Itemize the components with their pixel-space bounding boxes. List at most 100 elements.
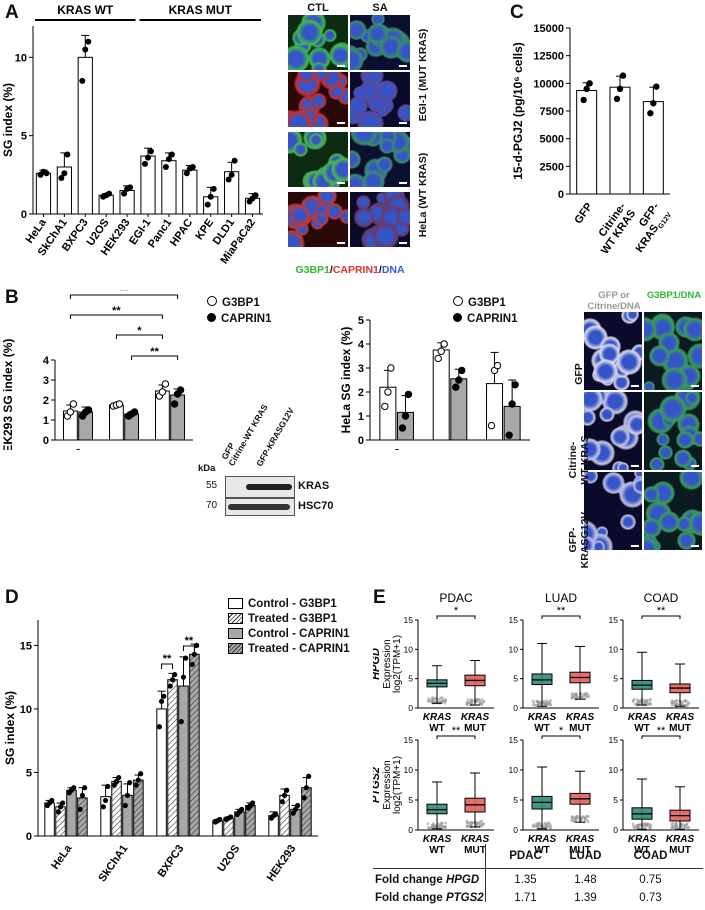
micro-b-citrine-col1: [584, 392, 642, 470]
data-point: [191, 651, 198, 657]
significance-label: **: [112, 305, 121, 317]
micro-b-citrine-col2: [644, 392, 702, 470]
data-point: [127, 780, 133, 786]
bar: [77, 797, 88, 837]
y-tick-label: 5: [513, 674, 518, 684]
y-tick-label: 5: [513, 795, 518, 805]
jitter-point: [570, 691, 574, 695]
table-row-ptgs2-label: Fold change PTGS2: [375, 892, 484, 904]
cohort-label: LUAD: [545, 591, 577, 605]
jitter-point: [465, 819, 469, 823]
data-point: [170, 400, 179, 408]
data-point: [58, 174, 65, 181]
significance-label: **: [557, 605, 566, 617]
x-tick-label-bottom: WT: [429, 845, 445, 856]
y-tick-label: 4: [358, 339, 365, 351]
x-category: Citrine-WT KRAS: [101, 447, 133, 450]
x-category: GFP: [572, 201, 595, 226]
significance-label: *: [454, 605, 459, 617]
significance-bracket: [541, 735, 581, 739]
micro-a-egi1-sa-top: [350, 15, 410, 70]
y-tick-label: 0: [558, 189, 564, 201]
x-category: Citrine-WT KRAS: [597, 201, 639, 257]
significance-label: *: [559, 725, 564, 737]
x-tick-label: GFP-: [487, 447, 512, 450]
data-point: [273, 811, 279, 817]
jitter-point: [443, 701, 447, 705]
data-point: [401, 412, 410, 420]
data-point: [217, 816, 223, 823]
x-tick-label: HPAC: [168, 217, 195, 249]
x-tick-label: GFP-: [154, 447, 179, 450]
micro-b-gfp-col2: [644, 312, 702, 390]
x-tick-label-bottom: WT: [634, 845, 650, 856]
data-point: [398, 424, 407, 432]
y-tick-label: 15000: [533, 23, 564, 35]
data-point: [180, 674, 187, 680]
micro-b-gfp-col1: [584, 312, 642, 390]
data-point: [292, 806, 299, 812]
legend-b-left: G3BP1 CAPRIN1: [207, 296, 271, 325]
jitter-point: [441, 696, 444, 700]
data-point: [158, 388, 167, 396]
panel-label-e: E: [373, 587, 386, 608]
y-tick-label: 0: [408, 703, 413, 713]
y-axis-label: SG index (%): [3, 691, 17, 765]
data-point: [111, 782, 117, 788]
y-tick-label: 10000: [533, 78, 564, 90]
y-tick-label: 10: [404, 765, 414, 775]
x-tick-label-bottom: MUT: [464, 845, 486, 856]
y-tick-label: 5: [21, 131, 27, 143]
y-tick-label: 15: [609, 615, 619, 625]
jitter-point: [580, 815, 584, 819]
data-point: [189, 661, 195, 668]
legend-d-3: Treated - CAPRIN1: [248, 643, 350, 655]
y-tick-label: 0: [613, 825, 618, 835]
data-point: [55, 809, 61, 815]
bar: [432, 349, 450, 441]
significance-bracket: [182, 645, 195, 651]
jitter-point: [587, 694, 591, 698]
table-cell: 1.39: [574, 892, 597, 904]
data-point: [148, 148, 154, 155]
data-point: [284, 787, 290, 793]
data-point: [387, 364, 395, 372]
x-tick-label: Citrine-: [101, 447, 133, 450]
x-tick-label-top: KRAS: [528, 834, 557, 845]
micro-a-egi1-ctl-top: [288, 15, 348, 70]
jitter-point: [426, 822, 430, 825]
western-blot: kDa GFP Citrine-WT KRAS GFP-KRASG12V 55 …: [198, 402, 338, 570]
data-point: [127, 184, 134, 191]
micro-a-hela-sa-top: [350, 132, 410, 187]
data-point: [511, 381, 519, 389]
x-category: GFP-KRASG12V: [634, 201, 674, 256]
jitter-point: [646, 699, 649, 703]
data-point: [404, 390, 413, 399]
western-lane-g12v: GFP-KRASG12V: [254, 405, 296, 469]
data-point: [161, 380, 170, 388]
legend-b-right: G3BP1 CAPRIN1: [453, 296, 517, 325]
jitter-point: [535, 700, 539, 703]
data-point: [650, 100, 657, 107]
data-point: [64, 151, 71, 158]
data-point: [172, 672, 178, 678]
data-point: [49, 797, 55, 804]
y-tick-label: 3: [358, 363, 364, 375]
bar: [178, 685, 189, 837]
y-tick-label: 15: [20, 640, 32, 652]
table-header-luad: LUAD: [569, 850, 602, 862]
jitter-point: [549, 827, 552, 830]
bar: [133, 779, 144, 837]
table-header-coad: COAD: [633, 850, 668, 862]
jitter-point: [428, 826, 432, 830]
jitter-point: [466, 698, 470, 701]
jitter-point: [636, 700, 640, 704]
jitter-point: [475, 821, 479, 825]
data-point: [106, 190, 113, 197]
jitter-point: [642, 698, 646, 702]
y-tick-label: 12500: [533, 51, 564, 63]
x-tick-label: BXPC3: [156, 843, 187, 880]
y-tick-label: 15: [509, 735, 519, 745]
y-tick-label: 7500: [540, 106, 564, 118]
micro-b-col2: G3BP1/DNA: [646, 290, 702, 301]
